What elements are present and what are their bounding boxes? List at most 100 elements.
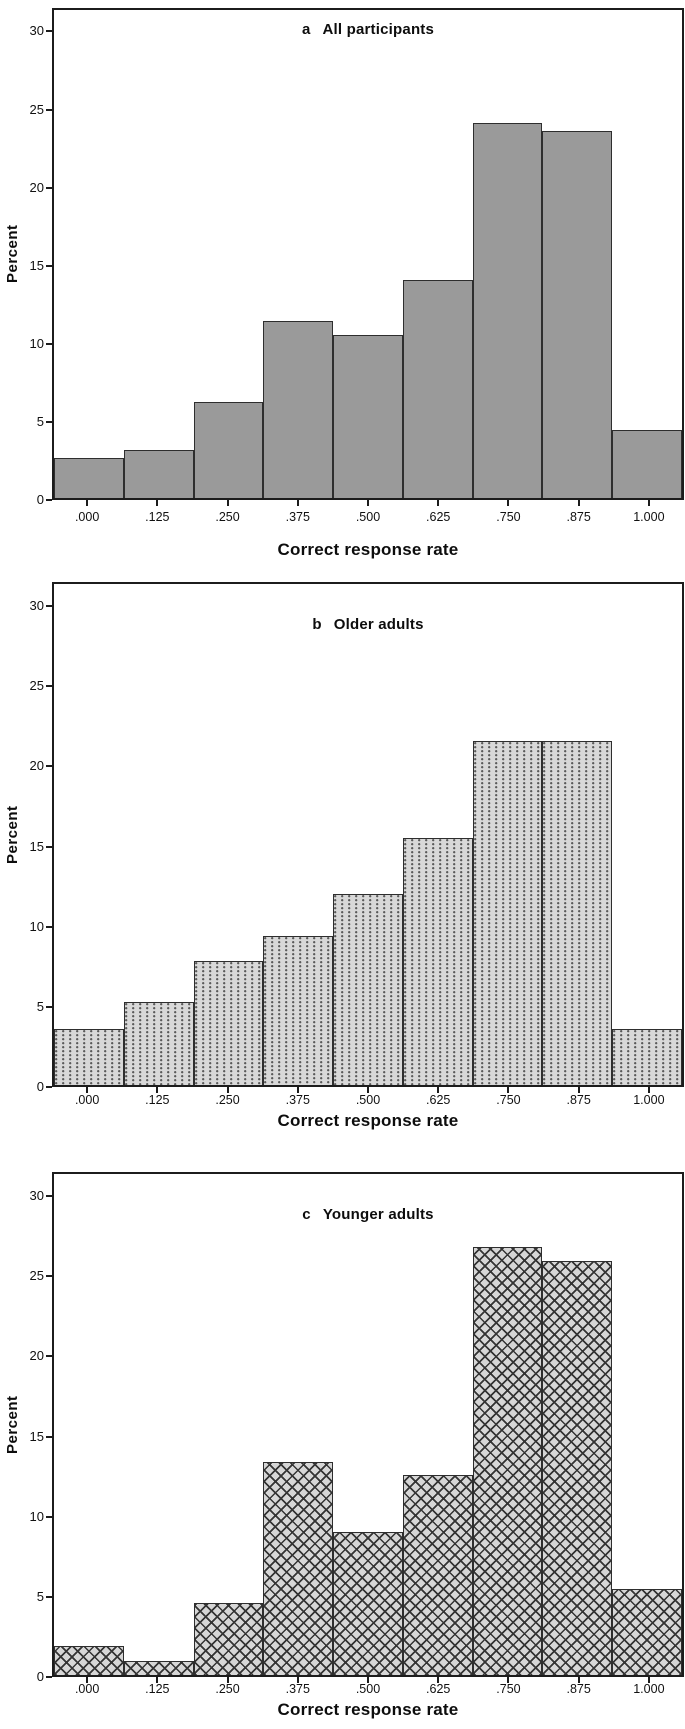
bar-.125 [123, 1660, 194, 1675]
bar-.500 [333, 894, 403, 1085]
x-tick-mark [156, 1087, 159, 1093]
y-tick-label: 10 [29, 335, 44, 351]
panel-title: c Younger adults [52, 1206, 684, 1223]
y-tick-mark [46, 420, 52, 423]
bar-.250 [193, 401, 264, 498]
y-tick-mark [46, 499, 52, 501]
y-axis-title: Percent [4, 805, 21, 864]
bar-.625 [402, 279, 473, 498]
y-tick-mark [46, 1005, 52, 1008]
panel-title-letter: c [302, 1206, 311, 1223]
bar-.375 [263, 321, 334, 498]
x-tick-mark [226, 1677, 229, 1683]
x-tick-mark [647, 1677, 650, 1683]
x-tick-label: .500 [355, 510, 381, 524]
y-tick-mark [46, 685, 52, 688]
bar-.000 [54, 1646, 124, 1675]
x-tick-mark [507, 500, 510, 506]
y-axis-title: Percent [4, 224, 21, 284]
panel-title-text: Younger adults [322, 1206, 434, 1223]
x-tick-mark [647, 1087, 650, 1093]
panel-title: a All participants [52, 21, 684, 38]
panel-title-letter: a [301, 21, 311, 38]
x-tick-mark [86, 1087, 89, 1093]
x-tick-mark [86, 1677, 89, 1683]
y-tick-label: 25 [29, 1268, 44, 1284]
plot-area [52, 582, 684, 1087]
y-tick-label: 5 [36, 998, 44, 1014]
bar-.375 [263, 1461, 334, 1675]
x-tick-mark [437, 1677, 440, 1683]
y-tick-label: 30 [29, 598, 44, 614]
x-tick-label: .125 [145, 510, 170, 524]
x-tick-mark [507, 1677, 510, 1683]
y-tick-mark [46, 845, 52, 848]
histogram-panel-c: Percent 0 5 10 15 20 25 30 c Younger adults .000 .1… [0, 1145, 685, 1729]
bar-.125 [123, 449, 194, 498]
bar-.375 [263, 935, 334, 1085]
x-tick-label: .875 [566, 510, 591, 524]
x-tick-label: .750 [496, 1093, 521, 1107]
plot-area [52, 1172, 684, 1677]
bar-.000 [54, 1029, 124, 1085]
y-tick-label: 20 [29, 758, 44, 774]
x-tick-label: .750 [496, 1682, 521, 1696]
y-tick-mark [46, 925, 52, 928]
y-tick-mark [46, 1195, 52, 1198]
y-tick-mark [46, 1676, 52, 1678]
y-tick-label: 0 [36, 1079, 44, 1094]
y-tick-mark [46, 1435, 52, 1438]
panel-title-text: Older adults [333, 616, 424, 633]
x-tick-mark [577, 500, 580, 506]
x-tick-label: .125 [145, 1093, 170, 1107]
y-tick-mark [46, 605, 52, 608]
plot-area [52, 8, 684, 500]
y-tick-label: 5 [36, 1588, 44, 1604]
y-tick-mark [46, 342, 52, 345]
x-tick-label: 1.000 [633, 510, 665, 524]
x-tick-mark [577, 1677, 580, 1683]
x-tick-mark [226, 500, 229, 506]
x-tick-label: 1.000 [633, 1093, 665, 1107]
x-tick-label: 1.000 [633, 1682, 665, 1696]
bar-.250 [193, 960, 264, 1085]
y-tick-mark [46, 108, 52, 111]
y-tick-label: 15 [29, 1428, 44, 1444]
histogram-panel-b: Percent 0 5 10 15 20 25 30 b Older adults .000 .125… [0, 560, 685, 1145]
x-tick-label: .000 [74, 1682, 100, 1696]
y-tick-label: 15 [29, 257, 44, 273]
x-tick-mark [86, 500, 89, 506]
bar-1.000 [612, 1589, 682, 1675]
y-tick-mark [46, 264, 52, 267]
y-tick-label: 10 [29, 1508, 44, 1524]
bar-.250 [193, 1603, 264, 1675]
panel-title: b Older adults [52, 616, 684, 633]
x-tick-label: .375 [285, 1093, 310, 1107]
y-tick-mark [46, 765, 52, 768]
x-axis-title: Correct response rate [277, 540, 459, 559]
x-tick-mark [296, 1087, 299, 1093]
x-tick-mark [437, 500, 440, 506]
x-axis-title: Correct response rate [277, 1700, 459, 1719]
bar-.625 [402, 1474, 473, 1675]
bar-1.000 [612, 1029, 682, 1085]
y-tick-label: 30 [29, 1188, 44, 1204]
y-tick-label: 0 [36, 1669, 44, 1684]
y-tick-label: 25 [29, 101, 44, 117]
panel-title-text: All participants [322, 21, 435, 38]
bars-layer [54, 10, 682, 498]
bar-.875 [542, 1261, 613, 1675]
y-tick-label: 30 [29, 23, 44, 39]
x-tick-label: .625 [426, 1093, 451, 1107]
x-tick-mark [367, 500, 369, 506]
x-tick-label: .625 [426, 1682, 451, 1696]
bar-.750 [472, 1247, 543, 1675]
y-tick-label: 5 [36, 413, 44, 429]
x-tick-label: .250 [215, 510, 240, 524]
panel-title-letter: b [312, 616, 322, 633]
x-tick-label: .250 [215, 1682, 240, 1696]
bar-1.000 [612, 429, 682, 498]
y-tick-label: 10 [29, 918, 44, 934]
x-tick-mark [437, 1087, 440, 1093]
